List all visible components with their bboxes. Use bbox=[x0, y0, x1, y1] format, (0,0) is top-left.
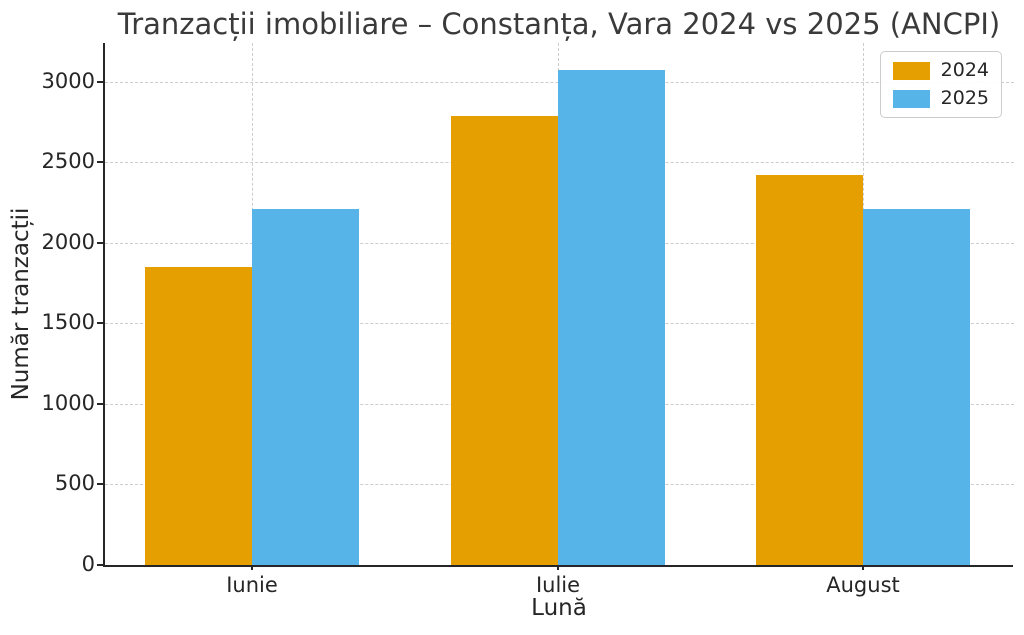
legend-entry-2025: 2025 bbox=[892, 87, 989, 109]
bar-2024-august bbox=[756, 175, 863, 565]
y-tick-label: 1500 bbox=[41, 310, 95, 335]
bar-2025-august bbox=[863, 208, 970, 565]
x-tick-label: August bbox=[826, 573, 900, 597]
legend-swatch-2024 bbox=[892, 61, 930, 80]
x-tick-mark bbox=[251, 565, 253, 570]
legend-label: 2025 bbox=[940, 87, 989, 109]
x-tick-mark bbox=[557, 565, 559, 570]
bar-2025-iunie bbox=[252, 208, 359, 565]
y-tick-mark bbox=[97, 564, 103, 566]
y-tick-label: 0 bbox=[81, 552, 95, 577]
plot-area: 2024 2025 0 500 1000 1500 2000 2500 3000 Iunie Iu… bbox=[42, 43, 1014, 597]
x-tick-label: Iulie bbox=[535, 573, 581, 597]
chart-title: Tranzacții imobiliare – Constanța, Vara … bbox=[117, 7, 1001, 41]
legend-swatch-2025 bbox=[892, 89, 930, 108]
y-tick-label: 2000 bbox=[41, 229, 95, 254]
y-tick-label: 3000 bbox=[41, 68, 95, 93]
bar-2025-iulie bbox=[558, 70, 665, 565]
y-tick-mark bbox=[97, 161, 103, 164]
y-tick-mark bbox=[97, 80, 103, 83]
legend: 2024 2025 bbox=[879, 51, 1002, 118]
y-tick-label: 1000 bbox=[41, 390, 95, 415]
bar-2024-iunie bbox=[145, 266, 252, 565]
legend-entry-2024: 2024 bbox=[892, 59, 989, 81]
legend-label: 2024 bbox=[940, 59, 989, 81]
y-tick-mark bbox=[97, 322, 103, 325]
bar-2024-iulie bbox=[451, 115, 558, 565]
x-tick-mark bbox=[862, 565, 864, 570]
y-tick-mark bbox=[97, 241, 103, 244]
y-tick-label: 500 bbox=[54, 471, 95, 496]
x-tick-label: Iunie bbox=[226, 573, 278, 597]
y-tick-label: 2500 bbox=[41, 149, 95, 174]
x-axis-label: Lună bbox=[531, 595, 587, 621]
y-tick-mark bbox=[97, 483, 103, 486]
y-axis-spine bbox=[103, 43, 105, 567]
y-tick-mark bbox=[97, 402, 103, 405]
